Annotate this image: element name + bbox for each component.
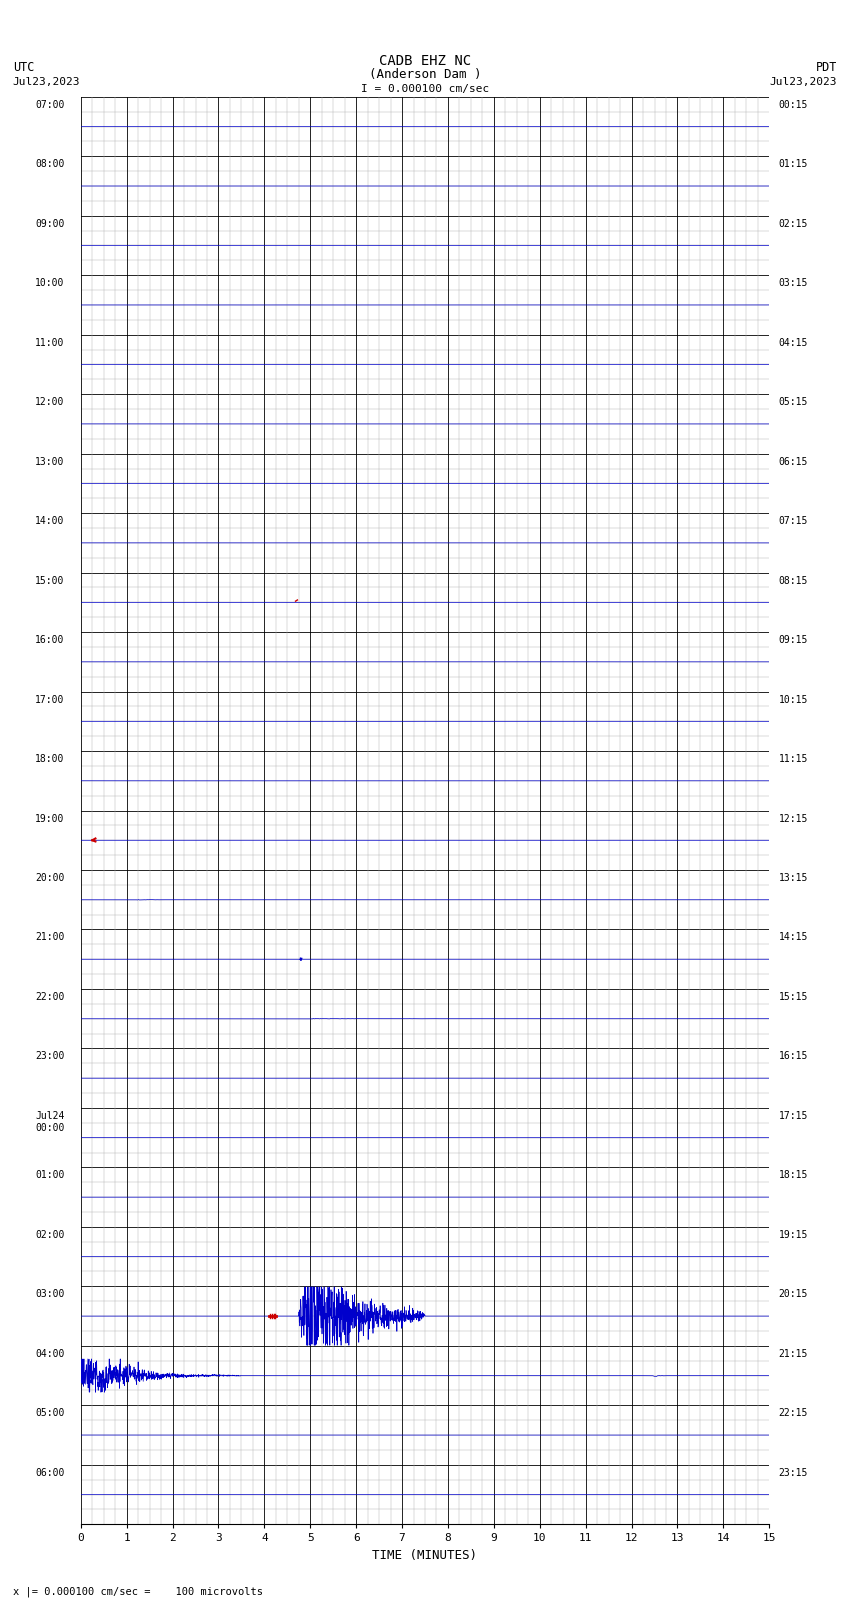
Text: 19:15: 19:15 [779, 1229, 808, 1240]
Text: 11:15: 11:15 [779, 753, 808, 765]
Text: 03:15: 03:15 [779, 277, 808, 289]
Text: I = 0.000100 cm/sec: I = 0.000100 cm/sec [361, 84, 489, 94]
Text: 05:00: 05:00 [36, 1408, 65, 1418]
Text: 02:15: 02:15 [779, 219, 808, 229]
Text: 07:15: 07:15 [779, 516, 808, 526]
Text: 21:00: 21:00 [36, 932, 65, 942]
Text: 15:15: 15:15 [779, 992, 808, 1002]
Text: 14:00: 14:00 [36, 516, 65, 526]
Text: 02:00: 02:00 [36, 1229, 65, 1240]
Text: Jul24
00:00: Jul24 00:00 [36, 1111, 65, 1132]
Text: (Anderson Dam ): (Anderson Dam ) [369, 68, 481, 81]
X-axis label: TIME (MINUTES): TIME (MINUTES) [372, 1548, 478, 1561]
Text: 01:15: 01:15 [779, 160, 808, 169]
Text: x |= 0.000100 cm/sec =    100 microvolts: x |= 0.000100 cm/sec = 100 microvolts [13, 1586, 263, 1597]
Text: 03:00: 03:00 [36, 1289, 65, 1300]
Text: 00:15: 00:15 [779, 100, 808, 110]
Text: 15:00: 15:00 [36, 576, 65, 586]
Text: 04:15: 04:15 [779, 337, 808, 348]
Text: 01:00: 01:00 [36, 1171, 65, 1181]
Text: 06:15: 06:15 [779, 456, 808, 466]
Text: 04:00: 04:00 [36, 1348, 65, 1358]
Text: 16:15: 16:15 [779, 1052, 808, 1061]
Text: 20:15: 20:15 [779, 1289, 808, 1300]
Text: Jul23,2023: Jul23,2023 [770, 77, 837, 87]
Text: 09:15: 09:15 [779, 636, 808, 645]
Text: 08:15: 08:15 [779, 576, 808, 586]
Text: 22:00: 22:00 [36, 992, 65, 1002]
Text: 19:00: 19:00 [36, 813, 65, 824]
Text: 16:00: 16:00 [36, 636, 65, 645]
Text: PDT: PDT [816, 61, 837, 74]
Text: 14:15: 14:15 [779, 932, 808, 942]
Text: 05:15: 05:15 [779, 397, 808, 406]
Text: 06:00: 06:00 [36, 1468, 65, 1478]
Text: UTC: UTC [13, 61, 34, 74]
Text: 08:00: 08:00 [36, 160, 65, 169]
Text: 07:00: 07:00 [36, 100, 65, 110]
Text: Jul23,2023: Jul23,2023 [13, 77, 80, 87]
Text: 13:15: 13:15 [779, 873, 808, 882]
Text: 10:15: 10:15 [779, 695, 808, 705]
Text: 20:00: 20:00 [36, 873, 65, 882]
Text: 13:00: 13:00 [36, 456, 65, 466]
Text: 18:00: 18:00 [36, 753, 65, 765]
Text: 12:00: 12:00 [36, 397, 65, 406]
Text: 22:15: 22:15 [779, 1408, 808, 1418]
Text: 09:00: 09:00 [36, 219, 65, 229]
Text: 23:15: 23:15 [779, 1468, 808, 1478]
Text: CADB EHZ NC: CADB EHZ NC [379, 53, 471, 68]
Text: 11:00: 11:00 [36, 337, 65, 348]
Text: 18:15: 18:15 [779, 1171, 808, 1181]
Text: 12:15: 12:15 [779, 813, 808, 824]
Text: 23:00: 23:00 [36, 1052, 65, 1061]
Text: 17:00: 17:00 [36, 695, 65, 705]
Text: 17:15: 17:15 [779, 1111, 808, 1121]
Text: 10:00: 10:00 [36, 277, 65, 289]
Text: 21:15: 21:15 [779, 1348, 808, 1358]
